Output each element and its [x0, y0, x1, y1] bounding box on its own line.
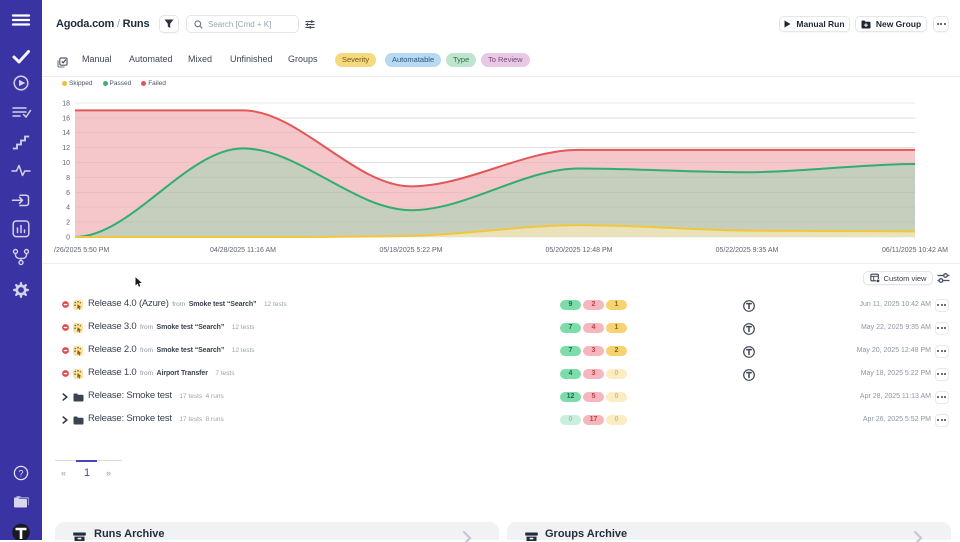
svg-text:12: 12 [62, 145, 70, 152]
svg-text:06/11/2025 10:42 AM: 06/11/2025 10:42 AM [882, 247, 948, 254]
svg-text:18: 18 [62, 101, 70, 108]
svg-text:0: 0 [66, 235, 70, 242]
svg-text:04/28/2025 11:16 AM: 04/28/2025 11:16 AM [210, 247, 276, 254]
svg-text:?: ? [18, 469, 23, 479]
svg-text:8: 8 [66, 175, 70, 182]
svg-text:6: 6 [66, 190, 70, 197]
svg-text:4: 4 [66, 205, 70, 212]
svg-text:14: 14 [62, 130, 70, 137]
svg-text:2: 2 [66, 220, 70, 227]
svg-text:05/20/2025 12:48 PM: 05/20/2025 12:48 PM [546, 247, 613, 254]
svg-text:05/22/2025 9:35 AM: 05/22/2025 9:35 AM [716, 247, 779, 254]
svg-text:10: 10 [62, 160, 70, 167]
svg-text:05/18/2025 5:22 PM: 05/18/2025 5:22 PM [379, 247, 442, 254]
svg-text:16: 16 [62, 115, 70, 122]
svg-text:/26/2025 5:50 PM: /26/2025 5:50 PM [54, 247, 109, 254]
